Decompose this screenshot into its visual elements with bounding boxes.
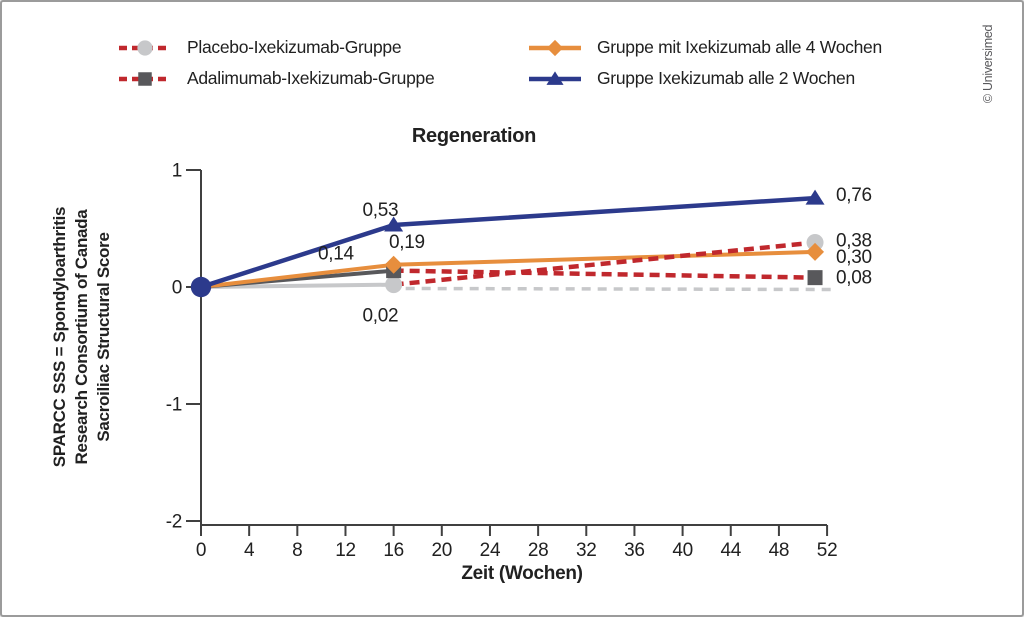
chart-title: Regeneration xyxy=(411,125,537,147)
x-tick-label: 12 xyxy=(335,540,356,561)
x-tick-label: 32 xyxy=(576,540,597,561)
zero-reference-line xyxy=(405,286,834,292)
square-marker-icon xyxy=(119,71,171,86)
diamond-marker-icon xyxy=(529,39,581,56)
x-tick-label: 16 xyxy=(383,540,404,561)
x-tick-label: 52 xyxy=(817,540,838,561)
value-label: 0,19 xyxy=(389,232,425,253)
legend-item: Adalimumab-Ixekizumab-Gruppe xyxy=(118,64,435,93)
y-tick-label: -1 xyxy=(166,395,182,416)
copyright-credit: © Universimed xyxy=(981,24,995,104)
y-tick-label: 0 xyxy=(172,278,182,299)
circle-marker-icon xyxy=(119,39,171,56)
tick-labels: 10-1-20 4 8 12 16 20 24 28 32 36 40 44 48 52 xyxy=(166,161,838,562)
legend-item: Gruppe mit Ixekizumab alle 4 Wochen xyxy=(528,33,882,62)
legend-item-label: Gruppe Ixekizumab alle 2 Wochen xyxy=(597,68,855,88)
y-tick-label: 1 xyxy=(172,161,182,182)
x-tick-label: 48 xyxy=(769,540,790,561)
series-line-1 xyxy=(393,268,816,280)
y-axis-label-line-1: SPARCC SSS = Spondyloarthritis xyxy=(50,206,69,468)
x-tick-label: 40 xyxy=(672,540,693,561)
x-tick-label: 8 xyxy=(292,540,302,561)
x-tick-label: 4 xyxy=(244,540,255,561)
y-tick-label: -2 xyxy=(166,512,182,533)
x-tick-label: 20 xyxy=(432,540,453,561)
value-label: 0,30 xyxy=(836,247,872,268)
axes xyxy=(186,169,829,536)
value-label: 0,76 xyxy=(836,185,872,206)
legend-item: Gruppe Ixekizumab alle 2 Wochen xyxy=(528,64,882,93)
legend-column-right: Gruppe mit Ixekizumab alle 4 Wochen Grupp… xyxy=(528,33,882,93)
series-line-0 xyxy=(200,282,394,289)
value-labels: 0,02 0,38 0,14 0,08 0,19 0,30 0,53 0,76 xyxy=(318,185,872,327)
value-label: 0,02 xyxy=(363,306,399,327)
value-label: 0,08 xyxy=(836,268,872,289)
x-axis-label: Zeit (Wochen) xyxy=(461,563,583,584)
series-line-0 xyxy=(393,240,816,287)
y-axis-label-line-3: Sacroiliac Structural Score xyxy=(94,232,113,442)
y-axis-label-line-2: Research Consortium of Canada xyxy=(72,209,91,465)
y-axis-label: SPARCC SSS = Spondyloarthritis Research … xyxy=(49,188,115,486)
triangle-marker-icon xyxy=(529,70,581,85)
x-tick-label: 28 xyxy=(528,540,549,561)
x-tick-label: 36 xyxy=(624,540,645,561)
legend-item: Placebo-Ixekizumab-Gruppe xyxy=(118,33,434,62)
legend-column-left: Placebo-Ixekizumab-Gruppe Adalimumab-Ixek… xyxy=(118,33,435,93)
x-tick-label: 44 xyxy=(720,540,741,561)
x-tick-label: 0 xyxy=(196,540,206,561)
start-marker xyxy=(190,276,212,298)
value-label: 0,53 xyxy=(363,200,399,221)
legend-item-label: Placebo-Ixekizumab-Gruppe xyxy=(187,37,402,57)
series-markers xyxy=(384,189,825,294)
value-label: 0,14 xyxy=(318,244,355,265)
value-label: 0,38 xyxy=(836,231,872,252)
legend-item-label: Gruppe mit Ixekizumab alle 4 Wochen xyxy=(597,37,882,57)
legend-item-label: Adalimumab-Ixekizumab-Gruppe xyxy=(187,68,435,88)
x-tick-label: 24 xyxy=(480,540,501,561)
